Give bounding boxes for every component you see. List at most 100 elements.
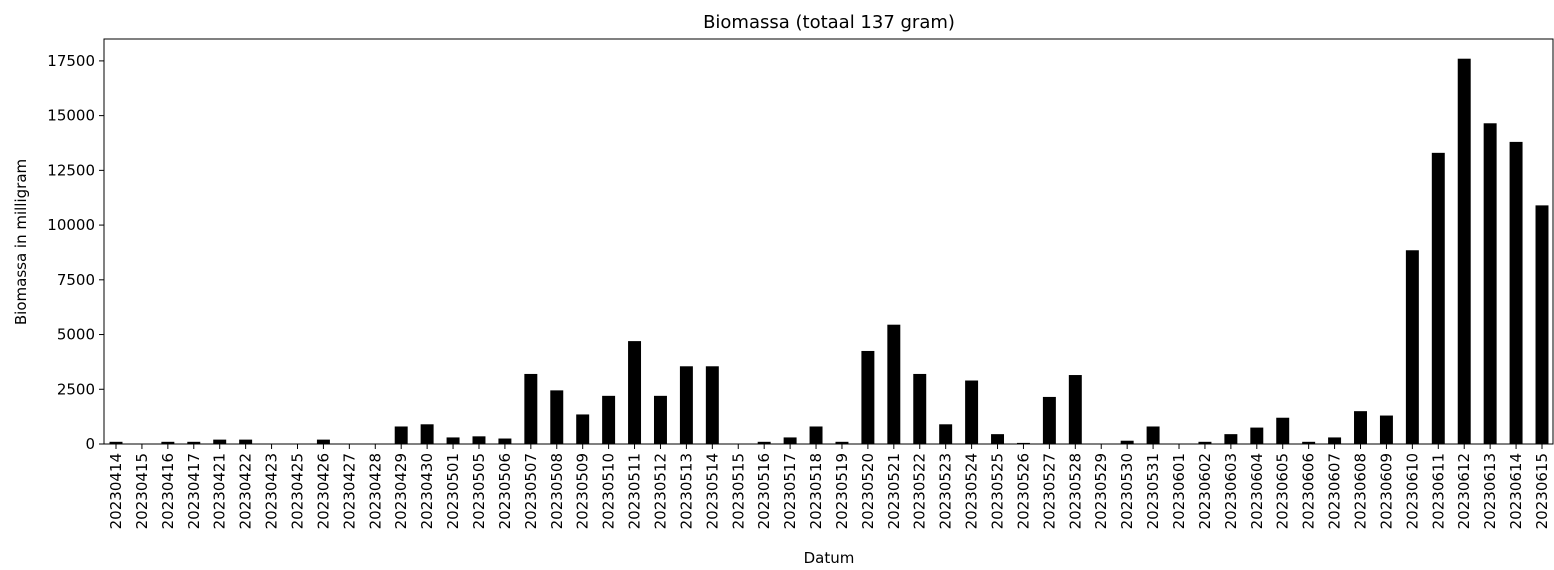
x-tick-label: 20230422 [237,453,255,529]
x-tick-label: 20230526 [1014,453,1032,529]
bar [1068,375,1082,444]
bar [1276,417,1290,444]
x-tick-label: 20230607 [1326,453,1344,529]
bar [446,437,460,444]
bar [498,438,512,444]
bar [524,373,538,444]
y-tick-label: 5000 [57,326,95,344]
x-tick-label: 20230518 [807,453,825,529]
x-tick-label: 20230529 [1092,453,1110,529]
x-tick-label: 20230507 [522,453,540,529]
x-tick-label: 20230603 [1222,453,1240,529]
bar [576,414,590,444]
x-tick-label: 20230602 [1196,453,1214,529]
bar [1146,426,1160,444]
x-tick-label: 20230523 [937,453,955,529]
bar [1224,434,1238,444]
x-tick-label: 20230427 [340,453,358,529]
x-tick-label: 20230511 [626,453,644,529]
x-tick-label: 20230510 [600,453,618,529]
x-tick-label: 20230524 [963,453,981,529]
x-tick-label: 20230613 [1481,453,1499,529]
y-tick-label: 0 [85,435,95,453]
x-tick-label: 20230428 [366,453,384,529]
bar [213,439,227,444]
bar [187,441,201,444]
x-tick-label: 20230512 [651,453,669,529]
x-tick-label: 20230414 [107,453,125,529]
x-tick-label: 20230530 [1118,453,1136,529]
y-tick-label: 15000 [47,107,95,125]
x-tick-label: 20230509 [574,453,592,529]
bar [1535,205,1549,444]
bar [1431,152,1445,445]
x-tick-label: 20230513 [677,453,695,529]
x-tick-label: 20230519 [833,453,851,529]
bar [1302,441,1316,444]
x-tick-label: 20230525 [989,453,1007,529]
x-tick-label: 20230508 [548,453,566,529]
x-tick-label: 20230612 [1455,453,1473,529]
y-tick-label: 7500 [57,271,95,289]
x-tick-label: 20230520 [859,453,877,529]
bar [1405,250,1419,444]
bar [809,426,823,444]
bar [239,439,253,444]
bar [1042,396,1056,444]
x-tick-label: 20230605 [1274,453,1292,529]
bar [913,373,927,444]
x-tick-label: 20230604 [1248,453,1266,529]
y-axis-label: Biomassa in milligram [12,159,30,325]
x-tick-label: 20230609 [1377,453,1395,529]
bar [1483,123,1497,444]
bar [991,434,1005,444]
x-tick-label: 20230426 [314,453,332,529]
bar [109,441,123,444]
chart-title: Biomassa (totaal 137 gram) [703,12,955,33]
bar [316,439,330,444]
bar [887,324,901,444]
x-tick-label: 20230528 [1066,453,1084,529]
x-tick-label: 20230611 [1429,453,1447,529]
x-tick-label: 20230429 [392,453,410,529]
x-tick-label: 20230501 [444,453,462,529]
bar [1120,440,1134,444]
bar [1250,427,1264,444]
y-tick-label: 10000 [47,216,95,234]
x-tick-label: 20230531 [1144,453,1162,529]
bar [1457,58,1471,445]
x-tick-label: 20230517 [781,453,799,529]
x-tick-label: 20230425 [288,453,306,529]
x-tick-label: 20230608 [1352,453,1370,529]
x-tick-label: 20230615 [1533,453,1551,529]
x-axis-label: Datum [804,549,855,566]
plot-frame [103,38,1554,445]
x-tick-label: 20230606 [1300,453,1318,529]
bar [1379,415,1393,444]
x-tick-label: 20230421 [211,453,229,529]
y-tick-label: 2500 [57,380,95,398]
bar [653,395,667,444]
bar [783,437,797,444]
x-tick-label: 20230416 [159,453,177,529]
x-tick-label: 20230515 [729,453,747,529]
bar [861,350,875,444]
bar [965,380,979,444]
bar [420,424,434,444]
bar [472,436,486,444]
bar [602,395,616,444]
x-tick-label: 20230514 [703,453,721,529]
bar [1016,442,1030,444]
bar [550,390,564,444]
bar [757,441,771,444]
x-tick-label: 20230601 [1170,453,1188,529]
x-tick-label: 20230610 [1403,453,1421,529]
bar [705,366,719,444]
x-tick-label: 20230522 [911,453,929,529]
x-tick-label: 20230521 [885,453,903,529]
y-tick-label: 17500 [47,52,95,70]
x-tick-label: 20230415 [133,453,151,529]
x-tick-label: 20230430 [418,453,436,529]
bar [161,441,175,444]
